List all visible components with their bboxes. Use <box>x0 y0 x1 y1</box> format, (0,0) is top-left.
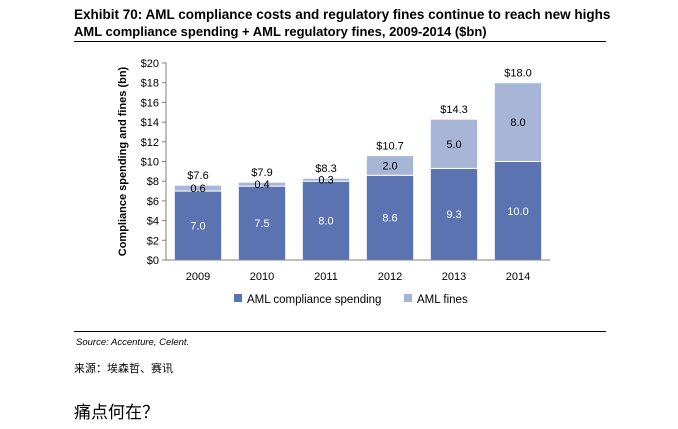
total-label: $7.9 <box>251 167 272 179</box>
top-divider <box>74 41 606 42</box>
bottom-divider <box>74 331 606 332</box>
y-tick-label: $14 <box>141 117 159 129</box>
legend-swatch-aml-fines <box>404 294 412 302</box>
source-note: Source: Accenture, Celent. <box>76 337 190 348</box>
spending-value-label: 7.0 <box>190 221 205 233</box>
y-tick-label: $18 <box>141 78 159 90</box>
stacked-bar-chart: $0 $2 $4 $6 $8 $10 $12 $14 $16 $18 $20 Compliance s… <box>117 58 550 306</box>
total-label: $7.6 <box>187 170 208 182</box>
spending-value-label: 7.5 <box>254 218 269 230</box>
y-tick-label: $4 <box>147 216 159 228</box>
chinese-source-note: 来源：埃森哲、赛讯 <box>74 362 173 375</box>
bar-compliance-spending <box>493 161 543 261</box>
legend-label-aml-fines: AML fines <box>417 294 468 306</box>
exhibit-subtitle: AML compliance spending + AML regulatory… <box>74 24 487 39</box>
fines-value-label: 0.6 <box>190 183 205 195</box>
y-tick-label: $8 <box>147 176 159 188</box>
y-tick-label: $16 <box>141 97 159 109</box>
total-label: $14.3 <box>440 104 468 116</box>
spending-value-label: 8.6 <box>382 213 397 225</box>
x-axis: 2009 2010 2011 2012 2013 2014 <box>166 259 550 283</box>
bar-aml-fines <box>173 184 223 192</box>
y-tick-label: $20 <box>141 58 159 70</box>
y-axis: $0 $2 $4 $6 $8 $10 $12 $14 $16 $18 $20 Compliance s… <box>117 58 167 267</box>
y-tick-label: $10 <box>141 157 159 169</box>
total-label: $8.3 <box>315 163 336 175</box>
x-tick-label: 2010 <box>250 271 274 283</box>
y-tick-label: $2 <box>147 235 159 247</box>
exhibit-title: Exhibit 70: AML compliance costs and reg… <box>74 7 611 22</box>
fines-value-label: 0.4 <box>254 179 269 191</box>
spending-value-label: 10.0 <box>507 206 528 218</box>
spending-value-label: 8.0 <box>318 216 333 228</box>
bar-compliance-spending <box>365 174 415 261</box>
bar-aml-fines <box>237 181 287 187</box>
section-heading: 痛点何在？ <box>74 403 159 423</box>
legend-swatch-compliance-spending <box>234 294 242 302</box>
spending-value-label: 9.3 <box>446 209 461 221</box>
fines-value-label: 5.0 <box>446 139 461 151</box>
fines-value-label: 0.3 <box>318 175 333 187</box>
x-tick-label: 2013 <box>442 271 466 283</box>
x-tick-label: 2014 <box>506 271 530 283</box>
bar-aml-fines <box>429 118 479 169</box>
x-tick-label: 2009 <box>186 271 210 283</box>
bar-compliance-spending <box>429 167 479 261</box>
fines-value-label: 2.0 <box>382 160 397 172</box>
legend-label-compliance-spending: AML compliance spending <box>247 294 381 306</box>
total-label: $10.7 <box>376 141 404 153</box>
legend: AML compliance spending AML fines <box>234 294 468 306</box>
y-tick-label: $0 <box>147 255 159 267</box>
y-tick-label: $6 <box>147 196 159 208</box>
y-tick-label: $12 <box>141 137 159 149</box>
bar-compliance-spending <box>301 180 351 261</box>
y-axis-title: Compliance spending and fines (bn) <box>117 66 129 256</box>
total-label: $18.0 <box>504 68 532 80</box>
bar-aml-fines <box>493 82 543 163</box>
x-tick-label: 2012 <box>378 271 402 283</box>
fines-value-label: 8.0 <box>510 117 525 129</box>
bars: 7.0 0.6$7.6 7.5 0.4$7.9 8.0 0.3$8.3 8.6 2.0 $10.… <box>173 68 543 261</box>
bar-aml-fines <box>301 177 351 182</box>
bar-compliance-spending <box>173 190 223 261</box>
x-tick-label: 2011 <box>314 271 338 283</box>
bar-aml-fines <box>365 155 415 176</box>
